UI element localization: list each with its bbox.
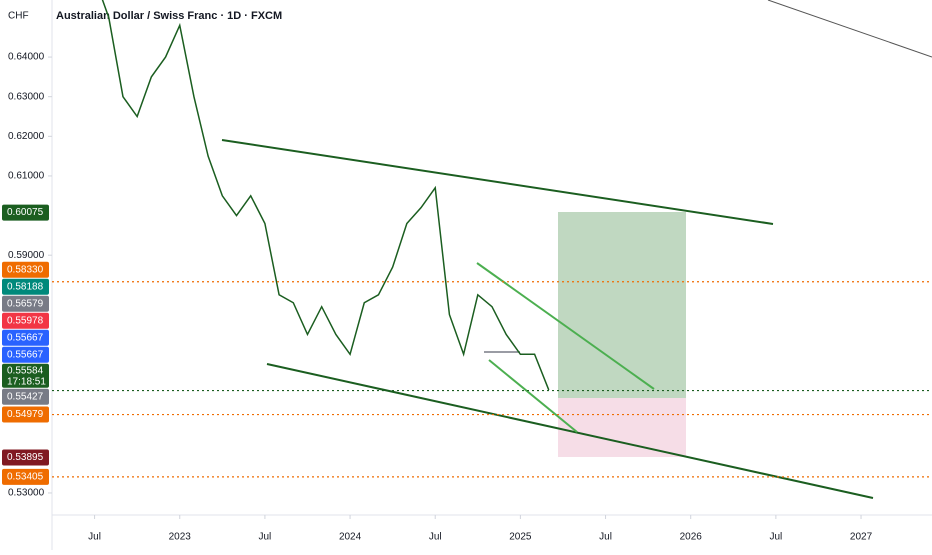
price-badge [2, 204, 49, 221]
trend-line [767, 0, 932, 58]
price-badge [2, 388, 49, 405]
price-badge [2, 261, 49, 278]
x-tick-label: Jul [259, 532, 272, 543]
price-badge [2, 406, 49, 423]
price-badge-label: 0.60075 [7, 207, 44, 218]
chart-title: Australian Dollar / Swiss Franc · 1D · F… [56, 10, 282, 22]
x-tick-label: 2027 [850, 532, 873, 543]
loss-zone [558, 398, 686, 457]
x-tick-label: Jul [599, 532, 612, 543]
price-badge [2, 346, 49, 363]
price-badge [2, 449, 49, 466]
y-tick-label: 0.63000 [8, 91, 45, 102]
price-badge [2, 363, 49, 388]
price-badge-label: 0.55978 [7, 315, 44, 326]
price-badge-label: 0.55427 [7, 391, 44, 402]
x-tick-label: Jul [88, 532, 101, 543]
price-badge-label: 0.53895 [7, 452, 44, 463]
y-tick-label: 0.59000 [8, 250, 45, 261]
price-badge-label: 0.56579 [7, 298, 44, 309]
y-tick-label: 0.61000 [8, 171, 45, 182]
trend-line [266, 363, 874, 499]
price-badge-label: 0.54979 [7, 409, 44, 420]
y-tick-label: 0.62000 [8, 131, 45, 142]
price-badge [2, 312, 49, 329]
price-badge [2, 468, 49, 485]
price-badge-label: 0.55667 [7, 349, 44, 360]
x-tick-label: 2023 [169, 532, 192, 543]
currency-label: CHF [8, 11, 29, 22]
price-badge-label: 0.53405 [7, 472, 44, 483]
x-tick-label: Jul [769, 532, 782, 543]
countdown-label: 17:18:51 [7, 376, 46, 387]
price-badge [2, 295, 49, 312]
drawings [221, 0, 932, 499]
x-tick-label: 2024 [339, 532, 362, 543]
trend-line [221, 139, 774, 225]
price-badge-label: 0.58188 [7, 281, 44, 292]
price-badge [2, 329, 49, 346]
price-badge-label: 0.55667 [7, 332, 44, 343]
price-badge [2, 278, 49, 295]
y-tick-label: 0.64000 [8, 52, 45, 63]
price-badge-label: 0.55584 [7, 365, 44, 376]
price-badge-label: 0.58330 [7, 264, 44, 275]
x-tick-label: 2025 [509, 532, 532, 543]
profit-zone [558, 212, 686, 398]
x-tick-label: 2026 [680, 532, 703, 543]
price-line [101, 0, 550, 391]
y-tick-label: 0.53000 [8, 488, 45, 499]
x-tick-label: Jul [429, 532, 442, 543]
trend-line [488, 359, 578, 433]
trend-line [476, 262, 655, 390]
